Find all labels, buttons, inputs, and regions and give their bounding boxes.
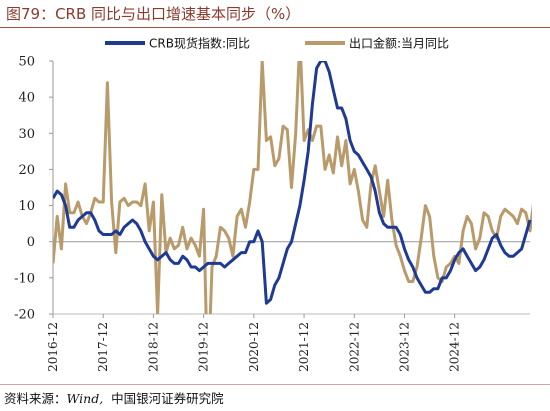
y-tick-label: 50 <box>18 55 35 70</box>
series-group <box>53 61 532 314</box>
y-tick-label: 30 <box>18 127 35 142</box>
y-tick-label: 10 <box>18 199 35 214</box>
legend: CRB现货指数:同比 出口金额:当月同比 <box>105 36 449 51</box>
x-tick-label: 2016-12 <box>46 322 60 372</box>
title-rule <box>0 27 550 28</box>
x-tick-label: 2020-12 <box>247 322 261 372</box>
source-institution: 中国银河证券研究院 <box>111 391 224 406</box>
source-note: 资料来源：Wind, 中国银河证券研究院 <box>4 388 224 407</box>
chart-title: 图79：CRB 同比与出口增速基本同步（%） <box>6 5 301 23</box>
legend-label-crb: CRB现货指数:同比 <box>149 36 250 51</box>
x-tick-label: 2021-12 <box>297 322 311 372</box>
x-tick-label: 2022-12 <box>347 322 361 372</box>
series-line-crb <box>53 61 532 305</box>
series-line-export <box>53 61 532 314</box>
x-tick-label: 2024-12 <box>448 322 462 372</box>
x-tick-label: 2017-12 <box>96 322 110 372</box>
y-tick-label: -10 <box>14 271 35 286</box>
source-label: 资料来源： <box>4 391 67 406</box>
x-tick-label: 2019-12 <box>197 322 211 372</box>
y-tick-label: -20 <box>14 308 35 323</box>
y-tick-label: 40 <box>18 91 35 106</box>
legend-label-export: 出口金额:当月同比 <box>349 36 449 51</box>
y-tick-label: 0 <box>27 235 35 250</box>
source-provider: Wind, <box>66 391 104 406</box>
x-tick-label: 2023-12 <box>397 322 411 372</box>
axes: -20 -10 0 10 20 30 40 50 2016-12 2017-12 2018-12 20… <box>14 55 530 372</box>
x-tick-label: 2018-12 <box>146 322 160 372</box>
chart: CRB现货指数:同比 出口金额:当月同比 -20 -10 0 10 20 30 40 50 201… <box>14 36 532 372</box>
bottom-rule <box>0 384 550 385</box>
y-tick-label: 20 <box>18 163 35 178</box>
